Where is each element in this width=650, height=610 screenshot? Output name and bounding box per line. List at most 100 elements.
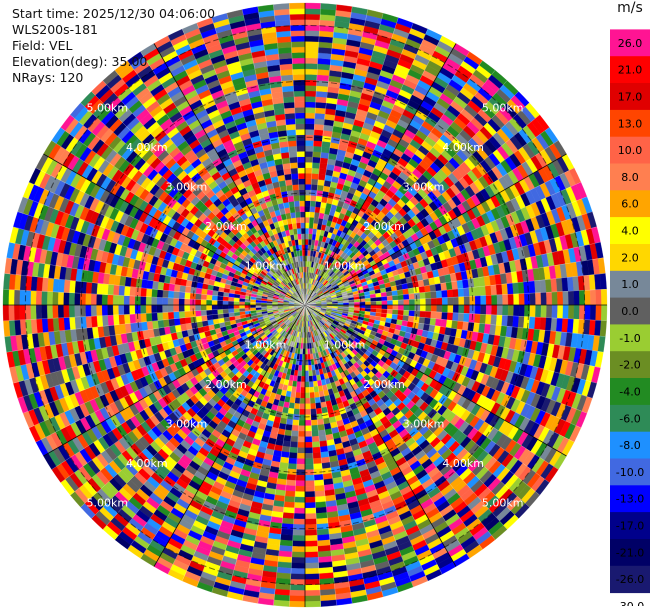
velocity-gate — [403, 304, 410, 311]
velocity-gate — [184, 316, 192, 325]
velocity-gate — [311, 167, 320, 175]
velocity-gate — [375, 296, 382, 302]
velocity-gate — [304, 420, 312, 426]
velocity-gate — [304, 74, 318, 81]
velocity-gate — [295, 480, 306, 487]
velocity-gate — [507, 293, 514, 306]
velocity-gate — [101, 304, 108, 316]
velocity-gate — [546, 304, 553, 319]
velocity-gate — [118, 304, 125, 315]
velocity-gate — [304, 381, 310, 388]
velocity-gate — [595, 304, 602, 321]
velocity-gate — [184, 310, 191, 318]
velocity-gate — [304, 90, 317, 97]
velocity-gate — [398, 299, 404, 306]
velocity-gate — [316, 74, 330, 82]
velocity-gate — [551, 304, 558, 319]
velocity-gate — [289, 441, 298, 448]
velocity-gate — [304, 480, 315, 487]
velocity-gate — [317, 539, 331, 547]
velocity-gate — [452, 304, 459, 314]
velocity-gate — [386, 295, 393, 301]
velocity-gate — [315, 501, 327, 509]
velocity-gate — [304, 387, 310, 394]
velocity-gate — [315, 96, 327, 104]
velocity-gate — [310, 184, 318, 191]
velocity-gate — [308, 222, 314, 229]
velocity-gate — [420, 304, 426, 312]
velocity-gate — [195, 299, 201, 306]
velocity-gate — [294, 491, 306, 498]
velocity-gate — [315, 512, 328, 520]
velocity-gate — [233, 301, 240, 306]
velocity-gate — [447, 304, 454, 313]
velocity-gate — [291, 562, 306, 569]
velocity-gate — [599, 273, 607, 290]
velocity-gate — [495, 314, 503, 326]
velocity-gate — [173, 297, 180, 306]
velocity-gate — [392, 295, 399, 301]
velocity-gate — [107, 314, 115, 326]
velocity-gate — [376, 304, 383, 310]
velocity-gate — [297, 430, 306, 437]
velocity-gate — [502, 294, 509, 306]
velocity-gate — [151, 312, 158, 322]
velocity-gate — [556, 277, 563, 292]
velocity-gate — [463, 313, 470, 323]
velocity-gate — [217, 309, 224, 315]
velocity-gate — [595, 289, 602, 306]
velocity-gate — [539, 317, 547, 331]
velocity-gate — [304, 129, 315, 136]
velocity-gate — [297, 447, 306, 454]
velocity-gate — [277, 556, 292, 563]
velocity-gate — [298, 420, 306, 426]
velocity-gate — [304, 573, 320, 580]
velocity-gate — [458, 296, 465, 306]
velocity-gate — [286, 413, 294, 420]
velocity-gate — [90, 315, 98, 328]
velocity-gate — [308, 228, 314, 235]
velocity-gate — [490, 284, 498, 296]
velocity-gate — [8, 304, 15, 321]
velocity-gate — [304, 216, 310, 223]
velocity-gate — [304, 195, 311, 201]
velocity-gate — [403, 293, 410, 300]
velocity-gate — [300, 381, 306, 388]
velocity-gate — [304, 463, 314, 470]
velocity-gate — [57, 304, 64, 319]
velocity-gate — [296, 463, 306, 470]
velocity-gate — [523, 281, 530, 294]
velocity-gate — [278, 550, 293, 558]
velocity-gate — [304, 458, 314, 465]
velocity-gate — [304, 222, 310, 229]
velocity-gate — [304, 30, 320, 37]
velocity-gate — [74, 292, 81, 306]
velocity-gate — [298, 425, 306, 432]
velocity-gate — [211, 309, 218, 315]
velocity-gate — [292, 540, 306, 547]
velocity-gate — [600, 289, 608, 306]
velocity-gate — [573, 290, 580, 306]
velocity-gate — [314, 495, 326, 503]
velocity-gate — [310, 414, 318, 421]
velocity-gate — [424, 291, 432, 299]
velocity-gate — [397, 294, 404, 301]
velocity-gate — [304, 507, 317, 514]
velocity-gate — [63, 304, 70, 318]
velocity-gate — [534, 316, 541, 330]
velocity-gate — [312, 151, 322, 158]
velocity-gate — [295, 485, 306, 492]
velocity-gate — [13, 304, 21, 321]
velocity-gate — [314, 490, 326, 498]
velocity-gate — [79, 304, 86, 317]
velocity-gate — [316, 528, 330, 536]
velocity-gate — [463, 296, 470, 306]
velocity-gate — [317, 424, 325, 431]
velocity-gate — [429, 318, 437, 326]
velocity-gate — [518, 293, 525, 306]
velocity-gate — [195, 304, 201, 311]
velocity-gate — [387, 304, 394, 310]
velocity-gate — [206, 299, 212, 306]
velocity-gate — [211, 299, 218, 306]
